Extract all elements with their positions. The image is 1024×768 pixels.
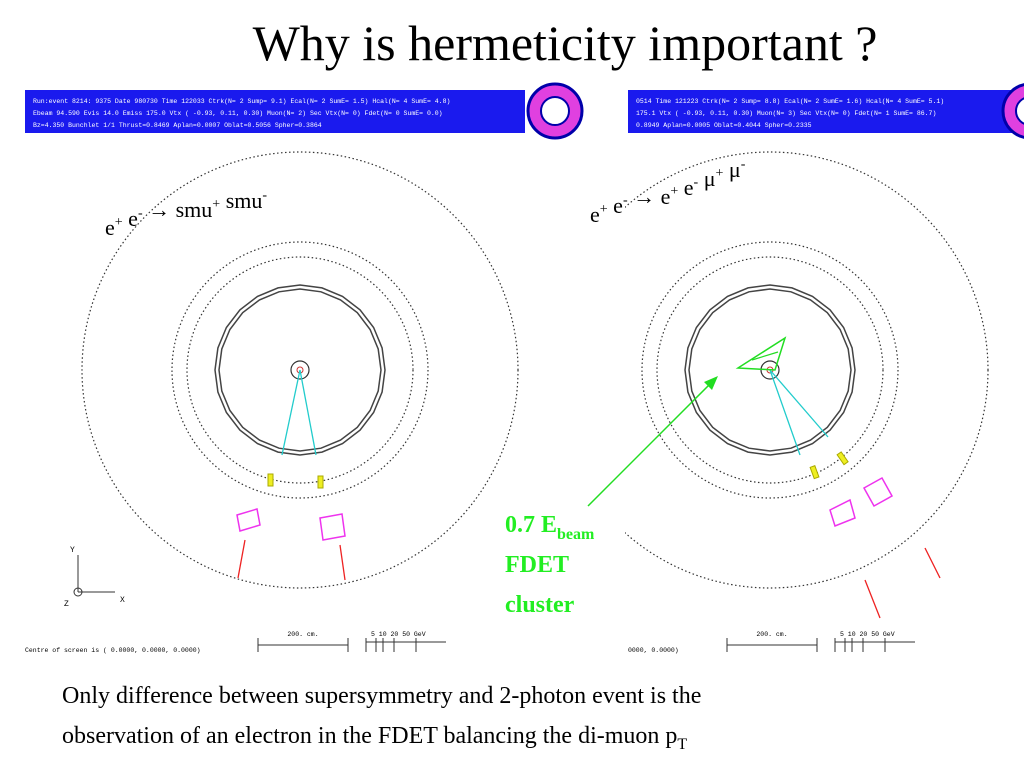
track: [769, 369, 801, 456]
fdet-cluster: [751, 351, 779, 361]
annotation: 0.7 Ebeam: [505, 512, 595, 543]
beam-pipe: [290, 360, 310, 380]
outer-circle: [81, 151, 519, 589]
label-base: e: [678, 175, 693, 200]
left-display: Run:event 8214: 9375 Date 980730 Time 12…: [25, 82, 584, 654]
label-sup: -: [262, 188, 267, 203]
ecal-hit: [836, 451, 849, 466]
scale-label: 200. cm.: [756, 631, 787, 638]
annotation-text: 0.7 E: [505, 512, 557, 538]
track: [281, 369, 301, 456]
barrel: [688, 288, 852, 452]
muon: [339, 544, 346, 581]
barrel: [214, 284, 386, 456]
annotation-arrowhead: [704, 376, 718, 390]
axis-label: Z: [64, 600, 69, 609]
banner-line: 0514 Time 121223 Ctrk(N= 2 Sump= 8.8) Ec…: [636, 98, 944, 105]
annotation: cluster: [505, 592, 575, 618]
label-base: smu: [220, 188, 262, 213]
muon-circle-inner: [186, 256, 414, 484]
muon: [864, 579, 881, 619]
label-base: e: [590, 202, 600, 227]
label-sup: -: [741, 157, 746, 172]
axis-label: X: [120, 596, 125, 605]
footer: Centre of screen is ( 0.0000, 0.0000, 0.…: [25, 647, 201, 654]
energy-label: 5 10 20 50 GeV: [371, 631, 426, 638]
banner-line: Bz=4.350 Bunchlet 1/1 Thrust=0.8469 Apla…: [33, 122, 322, 129]
label-base: → e: [628, 184, 671, 209]
ecal-hit: [809, 465, 820, 480]
left-detector: [81, 151, 519, 589]
muon-circle-outer: [171, 241, 429, 499]
texts: 0.7 Ebeam FDET cluster Only difference betw…: [62, 376, 718, 753]
banner: [628, 90, 1024, 133]
logo-inner: [540, 96, 570, 126]
process-label: e+ e- → smu+ smu-: [105, 188, 267, 240]
hcal-hit: [319, 513, 346, 541]
label-sup: -: [623, 193, 628, 208]
track: [769, 369, 829, 438]
right-display: 0514 Time 121223 Ctrk(N= 2 Sump= 8.8) Ec…: [590, 83, 1024, 654]
axis-z: [73, 587, 83, 597]
banner: [25, 90, 525, 133]
right-detector: [625, 151, 989, 619]
muon-circle-outer: [641, 241, 899, 499]
annotation-sub: beam: [557, 526, 595, 543]
barrel: [218, 288, 382, 452]
banner-line: 0.8949 Aplan=0.0005 Oblat=0.4044 Spher=0…: [636, 122, 812, 129]
fdet-cluster: [735, 336, 787, 371]
caption: Only difference between supersymmetry an…: [62, 683, 701, 709]
beam-pipe: [760, 360, 780, 380]
label-sup: +: [670, 184, 678, 199]
logo-inner: [1015, 97, 1024, 125]
muon: [924, 547, 941, 579]
label-sup: +: [115, 215, 123, 230]
event-displays: Run:event 8214: 9375 Date 980730 Time 12…: [25, 82, 1024, 654]
hcal-hit: [829, 498, 856, 527]
label-sup: -: [694, 175, 699, 190]
label-base: e: [105, 215, 115, 240]
banner-line: Run:event 8214: 9375 Date 980730 Time 12…: [33, 98, 450, 105]
hcal-hit: [862, 476, 894, 508]
energy-label: 5 10 20 50 GeV: [840, 631, 895, 638]
label-base: μ: [698, 166, 715, 191]
label-base: μ: [723, 157, 740, 182]
process-label: e+ e- → e+ e- μ+ μ-: [590, 157, 746, 227]
label-sup: +: [212, 197, 220, 212]
muon: [237, 539, 246, 579]
slide-title: Why is hermeticity important ?: [253, 15, 878, 71]
caption-text: observation of an electron in the FDET b…: [62, 723, 677, 749]
label-base: → smu: [143, 197, 213, 222]
hcal-hit: [236, 508, 261, 532]
ecal-hit: [317, 475, 324, 489]
label-sup: +: [716, 166, 724, 181]
muon-circle-inner: [656, 256, 884, 484]
barrel: [684, 284, 856, 456]
scale-label: 200. cm.: [287, 631, 318, 638]
ecal-hit: [267, 473, 274, 487]
caption-sub: T: [677, 736, 687, 753]
label-sup: +: [600, 202, 608, 217]
footer: 0000, 0.0000): [628, 647, 679, 654]
banner-line: Ebeam 94.590 Evis 14.0 Emiss 175.0 Vtx (…: [33, 110, 443, 117]
annotation-arrow: [587, 379, 715, 507]
caption: observation of an electron in the FDET b…: [62, 723, 687, 753]
label-base: e: [123, 206, 138, 231]
logo: [1001, 83, 1024, 139]
label-sup: -: [138, 206, 143, 221]
label-base: e: [608, 193, 623, 218]
track: [299, 369, 317, 456]
banner-line: 175.1 Vtx ( -0.93, 0.11, 0.30) Muon(N= 3…: [636, 110, 936, 117]
annotation: FDET: [505, 552, 569, 578]
outer-circle: [625, 151, 989, 589]
axis-label: Y: [70, 546, 75, 555]
